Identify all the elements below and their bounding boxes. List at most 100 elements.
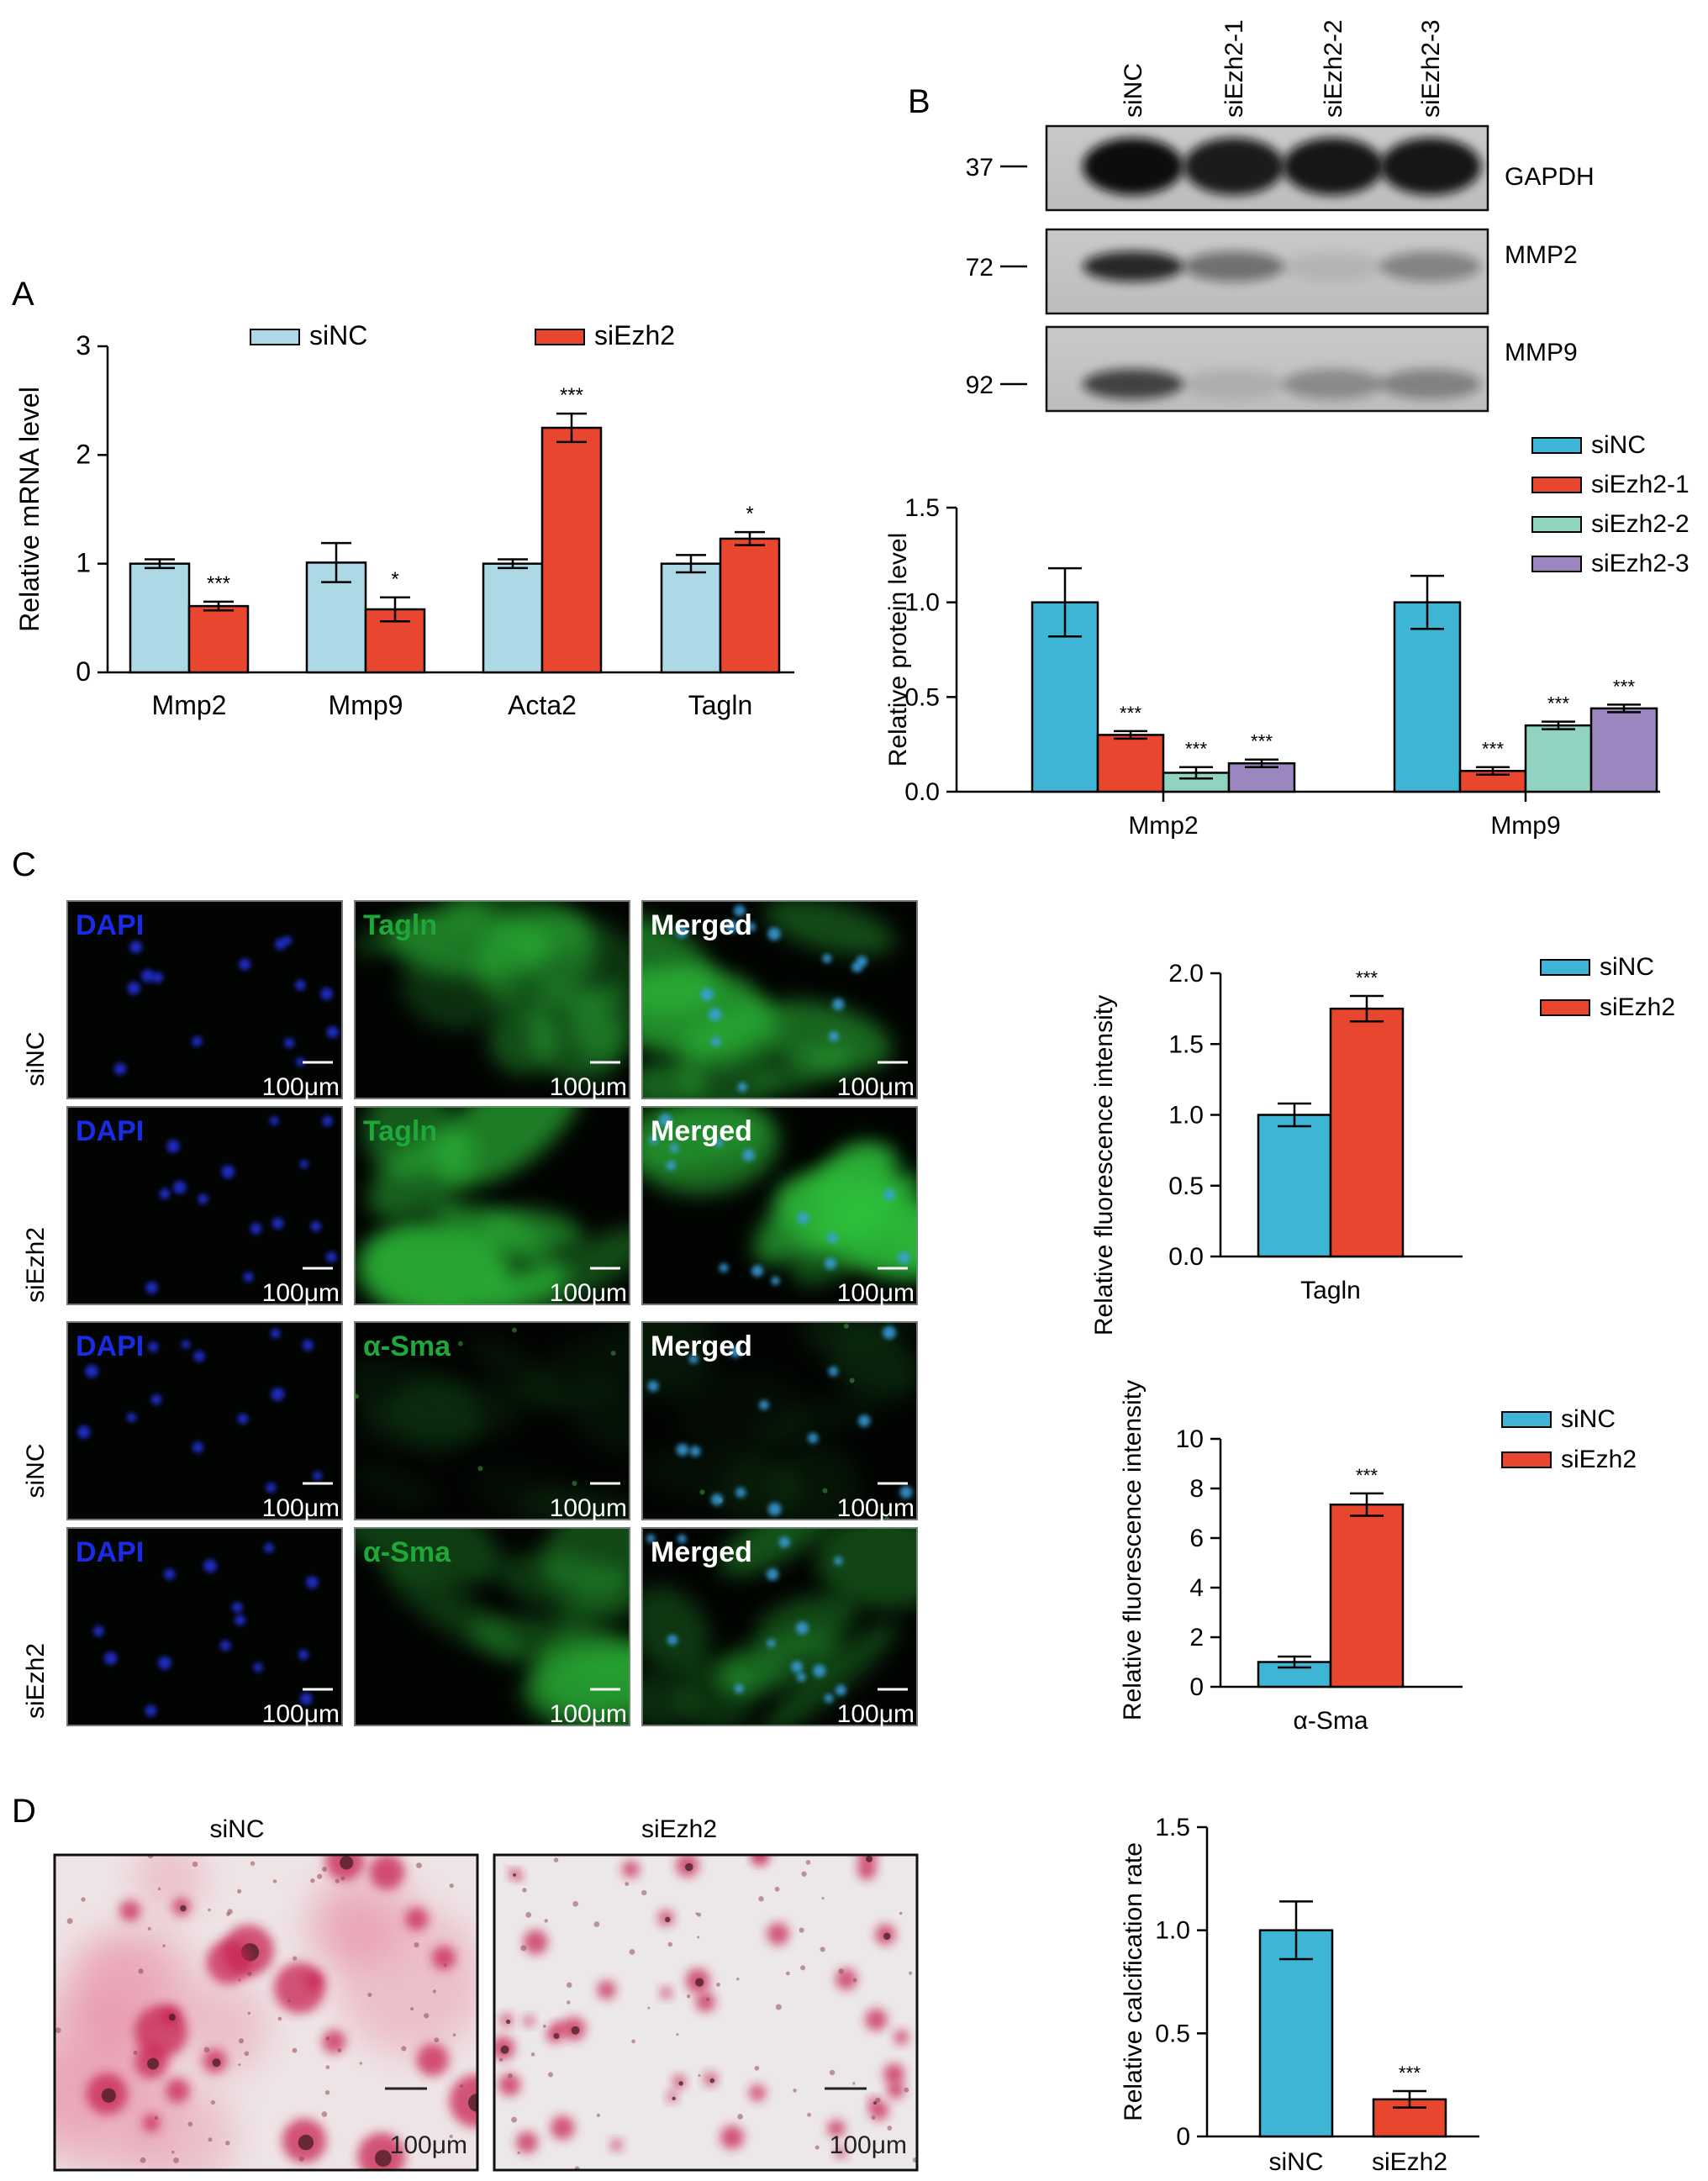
chart-d-calcification: 0 0.5 1.0 1.5 Relative calcification rate siN… bbox=[1120, 1814, 1479, 2176]
significance-label: *** bbox=[1120, 703, 1142, 724]
blot-band bbox=[1380, 138, 1481, 195]
x-tick-label: Tagln bbox=[688, 690, 753, 720]
legend-label: siEzh2-3 bbox=[1591, 550, 1690, 577]
legend-swatch bbox=[1501, 1411, 1552, 1428]
panel-letter-d: D bbox=[12, 1793, 36, 1830]
scale-bar-label: 100μm bbox=[262, 1073, 340, 1101]
x-tick-label: Acta2 bbox=[508, 690, 577, 720]
significance-label: *** bbox=[1399, 2062, 1421, 2084]
error-bar bbox=[1245, 758, 1278, 768]
scale-bar-label: 100μm bbox=[262, 1279, 340, 1307]
microscopy-row-label: siNC bbox=[22, 1444, 50, 1499]
marker-label: 92 bbox=[966, 371, 994, 399]
blot-lane-label: siEzh2-2 bbox=[1320, 19, 1347, 118]
blot-band bbox=[1283, 251, 1384, 282]
y-tick-label: 8 bbox=[1189, 1475, 1204, 1503]
y-tick-label: 0.0 bbox=[1168, 1243, 1204, 1271]
y-tick-label: 0 bbox=[1189, 1673, 1204, 1701]
microscopy-panel: Tagln 100μm bbox=[354, 1106, 630, 1307]
bar bbox=[1524, 724, 1593, 793]
stain-panel: 100μm bbox=[53, 1853, 479, 2172]
fluorescence-microscopy-grid: siNC DAPI 100μm Tagln 100μm Merged 100μm siEzh2… bbox=[22, 900, 918, 1728]
y-tick-label: 1.0 bbox=[1155, 1917, 1190, 1945]
blot-band bbox=[1083, 138, 1183, 195]
blot-band bbox=[1183, 138, 1284, 195]
error-bar bbox=[1410, 574, 1444, 630]
scale-bar-label: 100μm bbox=[830, 2131, 907, 2159]
x-tick-label: Mmp2 bbox=[152, 690, 227, 720]
legend-label: siEzh2-2 bbox=[1591, 510, 1690, 538]
microscopy-panel: Merged 100μm bbox=[641, 900, 918, 1101]
legend-swatch bbox=[1531, 516, 1582, 533]
microscopy-panel: DAPI 100μm bbox=[66, 1321, 343, 1522]
significance-label: *** bbox=[1185, 739, 1208, 760]
x-tick-label: Tagln bbox=[1300, 1277, 1361, 1304]
error-bar bbox=[1278, 1655, 1311, 1669]
blot-band bbox=[1083, 369, 1183, 399]
blot-band bbox=[1183, 369, 1284, 399]
scale-bar-label: 100μm bbox=[550, 1494, 627, 1522]
stain-panel: 100μm bbox=[493, 1853, 919, 2172]
y-tick-label: 10 bbox=[1176, 1425, 1204, 1453]
channel-label: DAPI bbox=[76, 1536, 144, 1568]
stain-panel-label: siEzh2 bbox=[641, 1815, 717, 1843]
bar bbox=[540, 426, 603, 674]
chart-b-protein: 0.0 0.5 1.0 1.5 Relative protein level Mmp2 **… bbox=[884, 431, 1690, 840]
error-bar bbox=[1393, 2089, 1426, 2109]
error-bar bbox=[1278, 1102, 1311, 1128]
y-tick-label: 0 bbox=[76, 656, 91, 687]
microscopy-panel: DAPI 100μm bbox=[66, 1527, 343, 1728]
significance-label: *** bbox=[560, 384, 583, 407]
bar bbox=[1257, 1114, 1332, 1258]
significance-label: *** bbox=[207, 572, 230, 595]
blot-band-label: MMP2 bbox=[1505, 241, 1578, 269]
bar bbox=[1393, 601, 1462, 793]
legend-label: siNC bbox=[309, 320, 367, 350]
error-bar bbox=[498, 558, 528, 570]
significance-label: *** bbox=[1613, 676, 1636, 697]
bar bbox=[1096, 734, 1165, 793]
legend-swatch bbox=[535, 329, 585, 345]
y-tick-label: 1.0 bbox=[904, 589, 940, 617]
legend-swatch bbox=[1531, 477, 1582, 493]
x-tick-label: Mmp2 bbox=[1128, 812, 1198, 840]
significance-label: *** bbox=[1482, 739, 1505, 760]
marker-label: 37 bbox=[966, 154, 994, 182]
error-bar bbox=[556, 412, 587, 444]
y-tick-label: 1.5 bbox=[1168, 1030, 1204, 1058]
y-tick-label: 3 bbox=[76, 330, 91, 361]
error-bar bbox=[1179, 766, 1213, 780]
y-axis-label: Relative fluorescence intensity bbox=[1119, 1380, 1147, 1720]
channel-label: Merged bbox=[651, 1115, 752, 1147]
scale-bar-label: 100μm bbox=[837, 1494, 915, 1522]
scale-bar-label: 100μm bbox=[837, 1279, 915, 1307]
microscopy-panel: Tagln 100μm bbox=[354, 900, 630, 1101]
legend-swatch bbox=[1531, 437, 1582, 454]
blot-band bbox=[1380, 369, 1481, 399]
significance-label: * bbox=[746, 503, 753, 525]
legend-label: siNC bbox=[1561, 1405, 1616, 1433]
legend-label: siNC bbox=[1600, 953, 1654, 981]
y-tick-label: 0.0 bbox=[904, 778, 940, 806]
legend-swatch bbox=[1540, 959, 1590, 976]
chart-c-sma-intensity: 0 2 4 6 8 10 Relative fluorescence intensity α-… bbox=[1119, 1380, 1637, 1735]
channel-label: Tagln bbox=[363, 909, 437, 941]
blot-band bbox=[1283, 138, 1384, 195]
legend-label: siEzh2 bbox=[594, 320, 675, 350]
scale-bar-label: 100μm bbox=[837, 1700, 915, 1728]
x-tick-label: Mmp9 bbox=[1490, 812, 1560, 840]
microscopy-panel: α-Sma 100μm bbox=[354, 1321, 630, 1522]
y-tick-label: 1 bbox=[76, 548, 91, 578]
blot-band bbox=[1380, 251, 1481, 282]
bar bbox=[660, 562, 722, 674]
scale-bar-label: 100μm bbox=[550, 1279, 627, 1307]
blot-lane-label: siEzh2-1 bbox=[1220, 19, 1248, 118]
y-axis-label: Relative mRNA level bbox=[14, 387, 45, 632]
bar bbox=[1589, 707, 1658, 793]
y-axis-label: Relative fluorescence intensity bbox=[1090, 995, 1118, 1335]
channel-label: DAPI bbox=[76, 909, 144, 941]
y-tick-label: 2.0 bbox=[1168, 960, 1204, 988]
x-tick-label: siEzh2 bbox=[1372, 2148, 1447, 2176]
scale-bar-label: 100μm bbox=[550, 1073, 627, 1101]
alizarin-red-staining: siNC 100μm siEzh2 100μm bbox=[53, 1815, 919, 2172]
